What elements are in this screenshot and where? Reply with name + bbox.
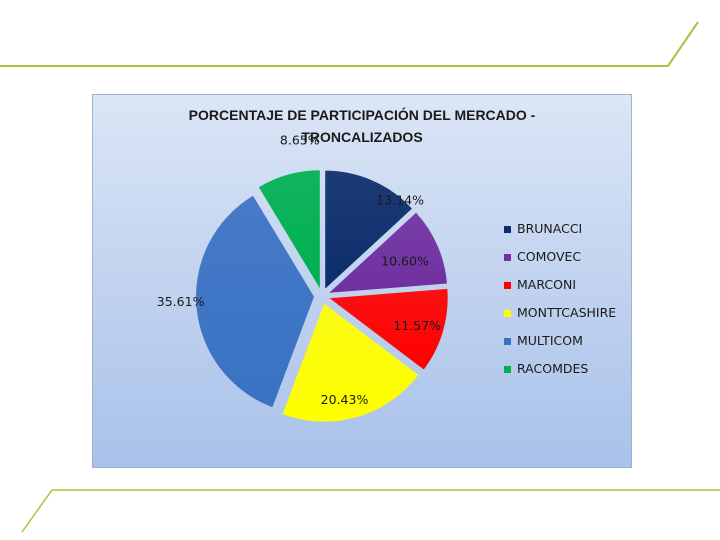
legend-item-comovec: COMOVEC [504,249,581,264]
legend-item-brunacci: BRUNACCI [504,221,582,236]
legend-label-racomdes: RACOMDES [517,361,588,376]
pie-slice-racomdes [258,170,320,289]
legend-swatch-racomdes [504,366,511,373]
pie-slice-multicom [196,195,315,408]
bottom-accent-line [21,489,720,533]
legend-swatch-multicom [504,338,511,345]
legend-swatch-comovec [504,254,511,261]
pie-slice-marconi [329,288,448,370]
slice-label-multicom: 35.61% [157,294,205,309]
legend-item-racomdes: RACOMDES [504,361,588,376]
pie-slice-brunacci [325,170,412,289]
legend-item-multicom: MULTICOM [504,333,583,348]
legend-label-monttcashire: MONTTCASHIRE [517,305,616,320]
legend-swatch-marconi [504,282,511,289]
slice-label-marconi: 11.57% [393,318,441,333]
legend-item-monttcashire: MONTTCASHIRE [504,305,616,320]
top-accent-line [0,21,699,67]
slice-label-comovec: 10.60% [381,254,429,269]
slice-label-brunacci: 13.14% [376,192,424,207]
slice-label-racomdes: 8.65% [280,132,320,147]
legend-swatch-monttcashire [504,310,511,317]
chart-title-line-1: PORCENTAJE DE PARTICIPACIÓN DEL MERCADO … [188,107,536,123]
pie-slice-monttcashire [282,303,419,422]
legend-item-marconi: MARCONI [504,277,576,292]
pie-slice-comovec [329,212,447,293]
legend-label-brunacci: BRUNACCI [517,221,582,236]
legend-label-comovec: COMOVEC [517,249,581,264]
legend-swatch-brunacci [504,226,511,233]
legend-label-multicom: MULTICOM [517,333,583,348]
legend-label-marconi: MARCONI [517,277,576,292]
chart-title-line-2: TRONCALIZADOS [301,129,423,145]
slice-label-monttcashire: 20.43% [321,392,369,407]
chart-title: PORCENTAJE DE PARTICIPACIÓN DEL MERCADO … [120,104,604,148]
